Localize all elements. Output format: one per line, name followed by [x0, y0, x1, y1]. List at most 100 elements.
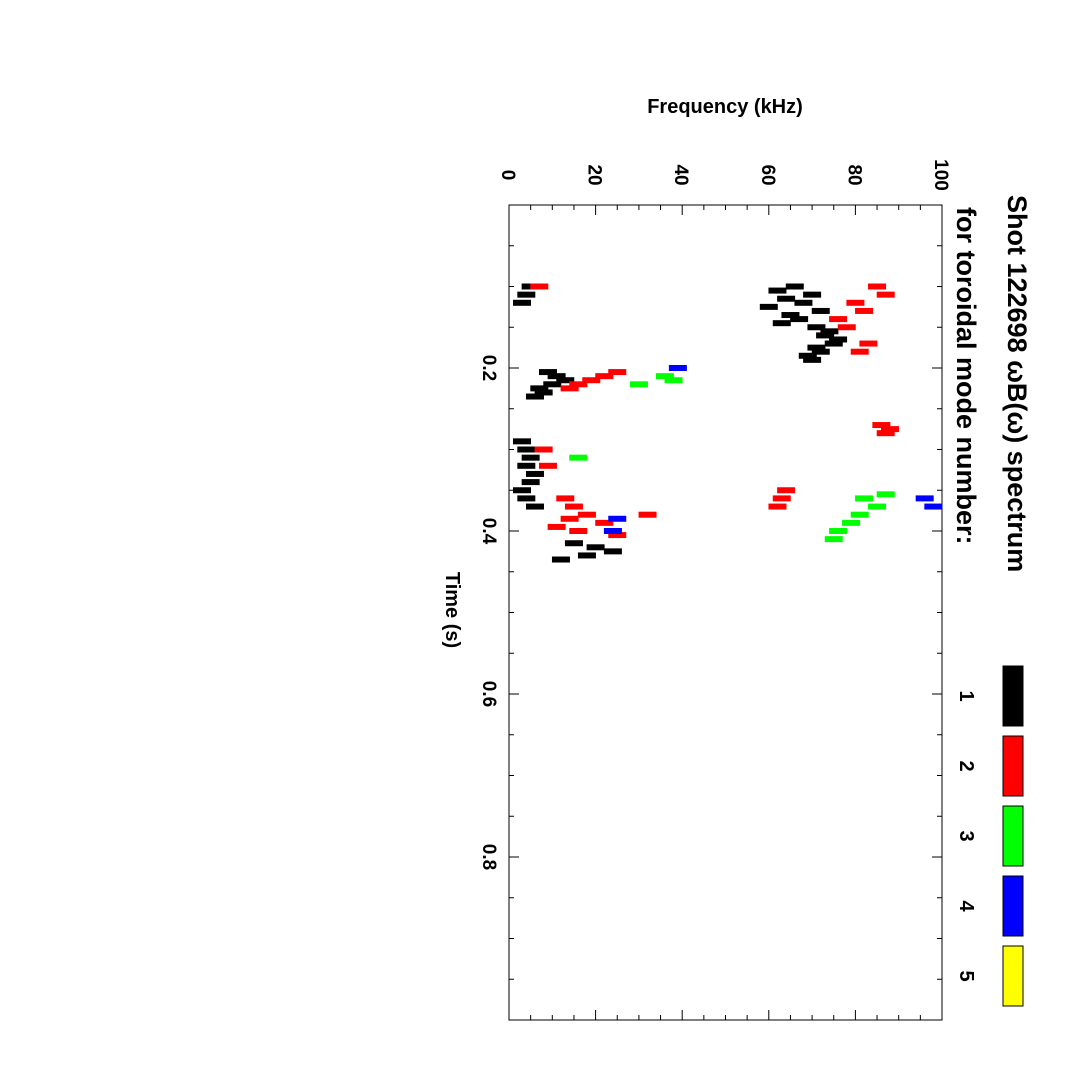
- plot-border: [509, 205, 942, 1020]
- data-point-mode-1: [820, 328, 838, 334]
- legend-label-1: 1: [955, 690, 977, 701]
- data-point-mode-3: [851, 512, 869, 518]
- plot-frame: [509, 205, 942, 1020]
- data-point-mode-2: [829, 316, 847, 322]
- data-point-mode-1: [565, 540, 583, 546]
- data-marks: [513, 284, 942, 563]
- data-point-mode-2: [877, 430, 895, 436]
- time-tick-label: 0.4: [478, 518, 499, 545]
- data-point-mode-1: [786, 284, 804, 290]
- data-point-mode-1: [777, 296, 795, 302]
- data-point-mode-1: [578, 552, 596, 558]
- legend-swatch-4: [1003, 876, 1023, 936]
- data-point-mode-2: [768, 504, 786, 510]
- data-point-mode-3: [569, 455, 587, 461]
- data-point-mode-2: [530, 284, 548, 290]
- data-point-mode-1: [526, 471, 544, 477]
- legend-label-3: 3: [955, 830, 977, 841]
- data-point-mode-2: [868, 284, 886, 290]
- data-point-mode-1: [812, 308, 830, 314]
- data-point-mode-1: [526, 504, 544, 510]
- freq-tick-label: 0: [497, 170, 518, 181]
- data-point-mode-4: [916, 495, 934, 501]
- freq-tick-label: 40: [670, 164, 691, 185]
- legend-label-5: 5: [955, 970, 977, 981]
- data-point-mode-1: [760, 304, 778, 310]
- data-point-mode-2: [561, 516, 579, 522]
- freq-tick-label: 60: [757, 164, 778, 185]
- chart-subtitle: for toroidal mode number:: [951, 207, 981, 545]
- data-point-mode-1: [794, 300, 812, 306]
- data-point-mode-3: [829, 528, 847, 534]
- legend-swatch-5: [1003, 946, 1023, 1006]
- data-point-mode-1: [829, 336, 847, 342]
- data-point-mode-1: [517, 463, 535, 469]
- data-point-mode-1: [803, 292, 821, 298]
- data-point-mode-2: [877, 292, 895, 298]
- data-point-mode-3: [825, 536, 843, 542]
- data-point-mode-2: [851, 349, 869, 355]
- data-point-mode-3: [665, 377, 683, 383]
- data-point-mode-2: [773, 495, 791, 501]
- freq-tick-label: 20: [584, 164, 605, 185]
- data-point-mode-2: [777, 487, 795, 493]
- data-point-mode-4: [604, 528, 622, 534]
- axis-ticks: [509, 205, 942, 1020]
- legend-swatch-1: [1003, 666, 1023, 726]
- data-point-mode-1: [517, 495, 535, 501]
- time-tick-label: 0.2: [478, 355, 499, 381]
- data-point-mode-1: [522, 455, 540, 461]
- data-point-mode-1: [552, 557, 570, 563]
- data-point-mode-4: [608, 516, 626, 522]
- data-point-mode-1: [513, 300, 531, 306]
- data-point-mode-2: [578, 512, 596, 518]
- data-point-mode-1: [768, 288, 786, 294]
- data-point-mode-3: [855, 495, 873, 501]
- data-point-mode-2: [569, 528, 587, 534]
- data-point-mode-1: [513, 438, 531, 444]
- data-point-mode-1: [807, 345, 825, 351]
- legend-label-4: 4: [955, 900, 977, 912]
- data-point-mode-1: [604, 548, 622, 554]
- time-tick-label: 0.6: [478, 681, 499, 707]
- y-axis-label: Frequency (kHz): [647, 96, 803, 118]
- data-point-mode-1: [522, 479, 540, 485]
- data-point-mode-3: [630, 381, 648, 387]
- time-tick-label: 0.8: [478, 844, 499, 870]
- data-point-mode-4: [669, 365, 687, 371]
- data-point-mode-2: [535, 447, 553, 453]
- data-point-mode-3: [877, 491, 895, 497]
- chart-title: Shot 122698 ωB(ω) spectrum: [1002, 195, 1032, 572]
- tick-labels: 0 20 40 60 80 100 0.2 0.4 0.6 0.8: [478, 159, 951, 870]
- data-point-mode-1: [526, 394, 544, 400]
- freq-tick-label: 80: [843, 164, 864, 185]
- data-point-mode-2: [639, 512, 657, 518]
- data-point-mode-2: [855, 308, 873, 314]
- data-point-mode-2: [556, 495, 574, 501]
- data-point-mode-1: [517, 292, 535, 298]
- data-point-mode-2: [539, 463, 557, 469]
- freq-tick-label: 100: [930, 159, 951, 191]
- data-point-mode-2: [565, 504, 583, 510]
- data-point-mode-2: [838, 324, 856, 330]
- data-point-mode-3: [842, 520, 860, 526]
- data-point-mode-1: [781, 312, 799, 318]
- data-point-mode-1: [799, 353, 817, 359]
- legend-label-2: 2: [955, 760, 977, 771]
- x-axis-label: Time (s): [441, 572, 463, 648]
- data-point-mode-2: [548, 524, 566, 530]
- data-point-mode-1: [587, 544, 605, 550]
- data-point-mode-2: [561, 385, 579, 391]
- data-point-mode-2: [859, 341, 877, 347]
- legend-swatch-3: [1003, 806, 1023, 866]
- data-point-mode-2: [846, 300, 864, 306]
- data-point-mode-4: [924, 504, 942, 510]
- legend-swatch-2: [1003, 736, 1023, 796]
- data-point-mode-1: [513, 487, 531, 493]
- data-point-mode-1: [517, 447, 535, 453]
- legend: 1 2 3 4 5: [955, 666, 1023, 1006]
- data-point-mode-3: [868, 504, 886, 510]
- data-point-mode-1: [773, 320, 791, 326]
